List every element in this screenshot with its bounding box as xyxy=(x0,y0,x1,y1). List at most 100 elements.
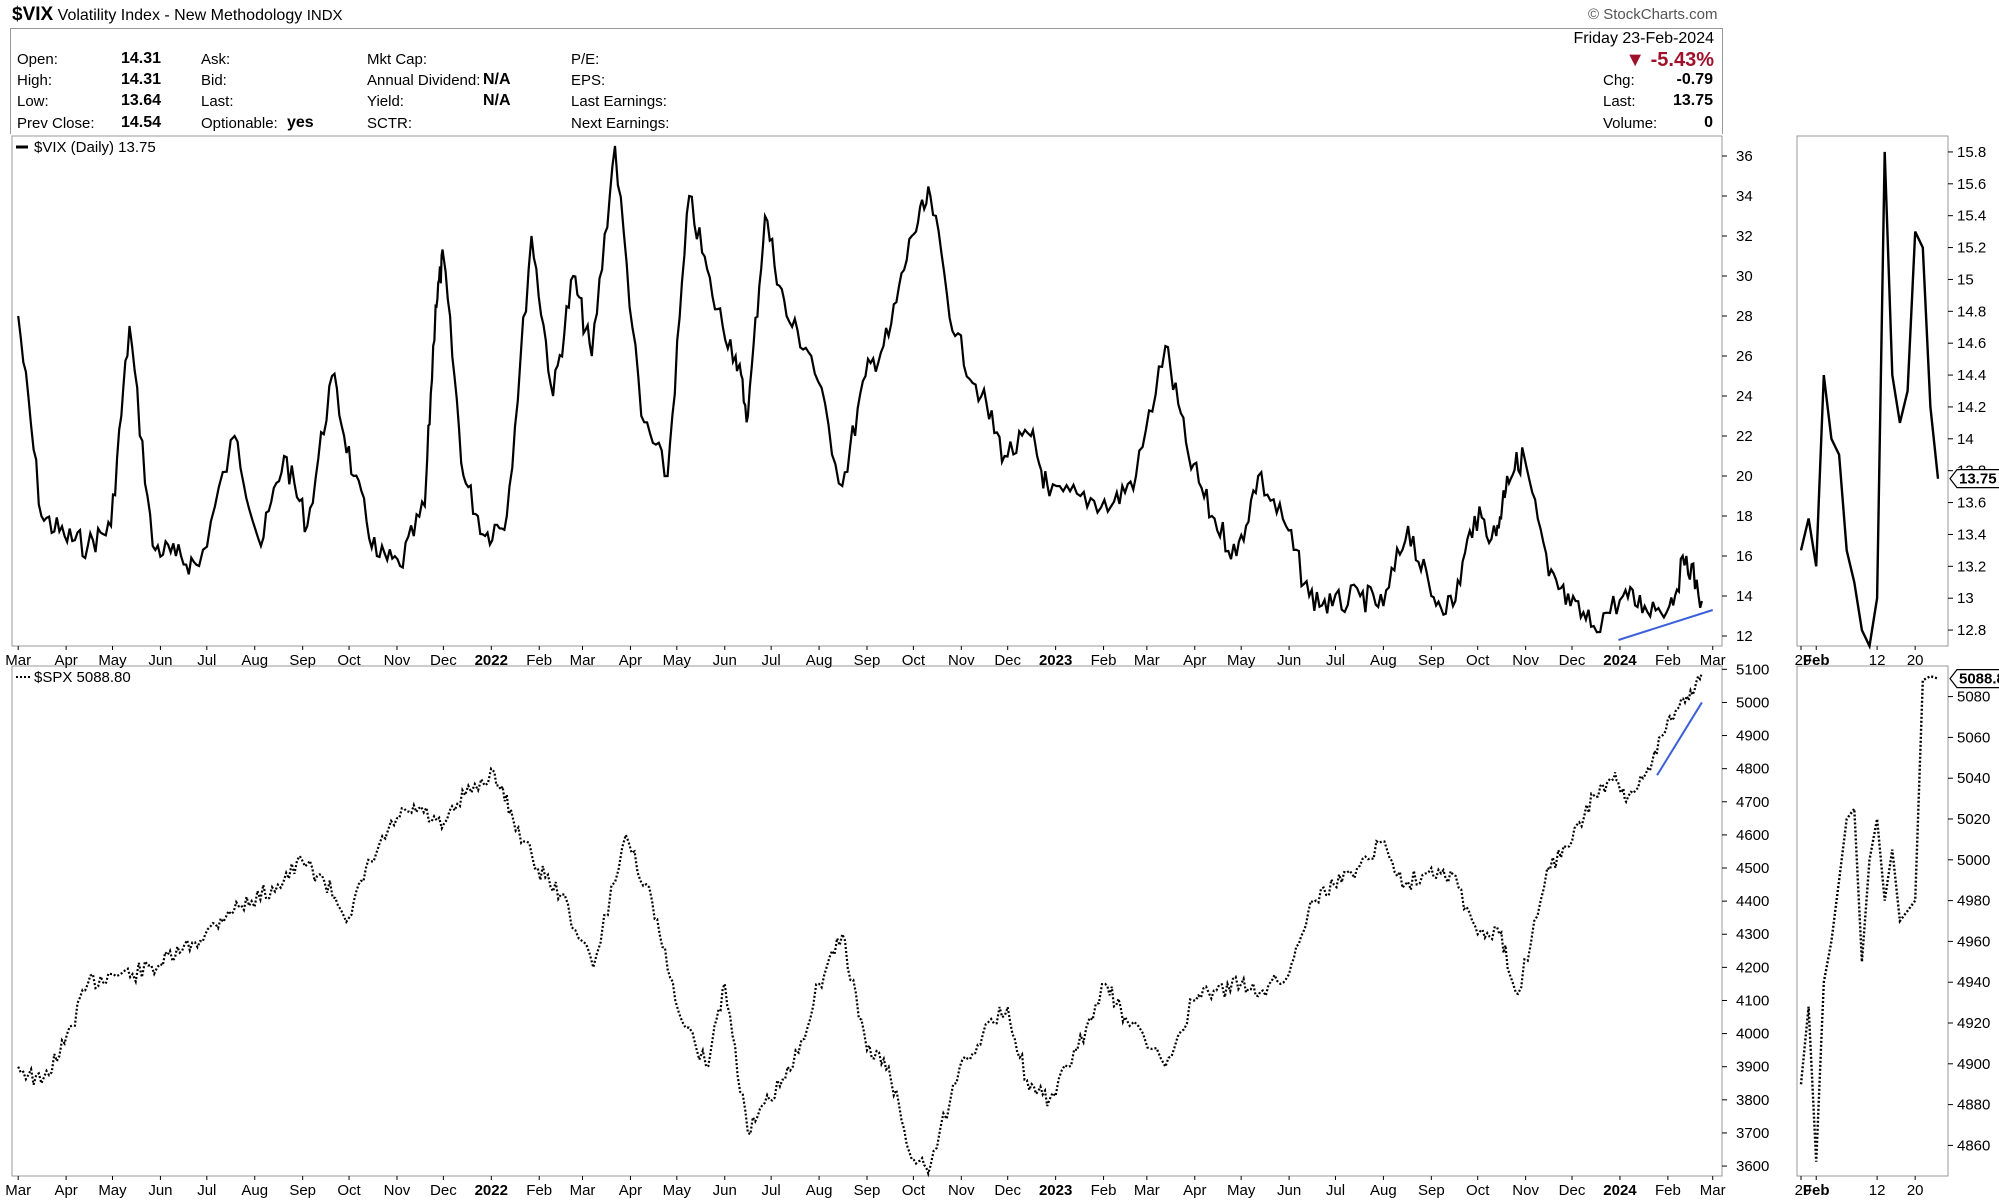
x-tick-label: May xyxy=(1227,1182,1256,1199)
y-tick-label: 4880 xyxy=(1957,1097,1990,1114)
quote-date: Friday 23-Feb-2024 xyxy=(1573,30,1714,47)
panel-frame-bottom-zoom xyxy=(1796,665,1949,1177)
chg-value: -0.79 xyxy=(1676,71,1713,88)
right-last-value: 13.75 xyxy=(1672,92,1713,109)
y-tick-label: 18 xyxy=(1736,508,1753,525)
x-tick-label: Mar xyxy=(1134,1182,1160,1199)
x-tick-label: Jul xyxy=(197,1182,216,1199)
x-tick-label: Mar xyxy=(1700,652,1726,669)
y-tick-label: 5000 xyxy=(1957,852,1990,869)
series-line xyxy=(17,672,1703,1178)
y-tick-label: 15.2 xyxy=(1957,240,1986,257)
x-tick-label: May xyxy=(663,1182,692,1199)
x-tick-label: 2022 xyxy=(475,1182,508,1199)
y-tick-label: 15 xyxy=(1957,271,1974,288)
y-tick-label: 4920 xyxy=(1957,1015,1990,1032)
last-earnings-label: Last Earnings: xyxy=(571,93,667,110)
eps-label: EPS: xyxy=(571,72,606,89)
low-value: 13.64 xyxy=(120,92,161,109)
y-tick-label: 4860 xyxy=(1957,1137,1990,1154)
x-tick-label: Apr xyxy=(1183,652,1206,669)
x-tick-label: Jul xyxy=(197,652,216,669)
x-tick-label: Nov xyxy=(1512,1182,1539,1199)
series-line xyxy=(1799,674,1939,1162)
yield-label: Yield: xyxy=(367,93,404,110)
volume-label: Volume: xyxy=(1603,115,1658,132)
x-tick-label: 2022 xyxy=(475,652,508,669)
x-tick-label: Jun xyxy=(1277,1182,1301,1199)
x-tick-label: Feb xyxy=(526,1182,552,1199)
optionable-label: Optionable: xyxy=(201,115,278,132)
y-tick-label: 14.6 xyxy=(1957,335,1986,352)
x-tick-label: Jul xyxy=(1326,652,1345,669)
y-tick-label: 15.4 xyxy=(1957,208,1986,225)
legend-label: $VIX (Daily) 13.75 xyxy=(34,139,156,156)
y-tick-label: 13.6 xyxy=(1957,495,1986,512)
y-tick-label: 13.2 xyxy=(1957,558,1986,575)
x-tick-label: Aug xyxy=(806,1182,833,1199)
x-tick-label: Feb xyxy=(1655,1182,1681,1199)
x-tick-label: Feb xyxy=(1803,652,1830,669)
x-tick-label: Jun xyxy=(148,652,172,669)
y-tick-label: 15.8 xyxy=(1957,144,1986,161)
legend: $VIX (Daily) 13.75 xyxy=(16,139,156,156)
x-tick-label: Jun xyxy=(713,1182,737,1199)
y-tick-label: 13 xyxy=(1957,590,1974,607)
x-tick-label: 12 xyxy=(1869,1182,1886,1199)
x-tick-label: Mar xyxy=(1700,1182,1726,1199)
quote-panel: Open: 14.31 High: 14.31 Low: 13.64 Prev … xyxy=(10,28,1723,134)
x-tick-label: Sep xyxy=(854,652,881,669)
x-tick-label: 20 xyxy=(1907,652,1924,669)
y-tick-label: 14.4 xyxy=(1957,367,1986,384)
high-label: High: xyxy=(17,72,53,89)
last-value-label: 13.75 xyxy=(1959,471,1997,488)
x-tick-label: Dec xyxy=(994,1182,1021,1199)
x-tick-label: Mar xyxy=(570,652,596,669)
next-earnings-label: Next Earnings: xyxy=(571,115,670,132)
y-tick-label: 4940 xyxy=(1957,974,1990,991)
chart-top-zoom: 12.81313.213.413.613.81414.214.414.614.8… xyxy=(1795,144,1999,669)
x-tick-label: Apr xyxy=(619,1182,642,1199)
percent-change: ▼ -5.43% xyxy=(1625,49,1714,72)
x-tick-label: Nov xyxy=(384,652,411,669)
x-tick-label: Feb xyxy=(1091,1182,1117,1199)
prev-close-value: 14.54 xyxy=(120,114,161,131)
y-tick-label: 4800 xyxy=(1736,761,1769,778)
last-value-label: 5088.8 xyxy=(1959,671,1999,688)
x-tick-label: Mar xyxy=(570,1182,596,1199)
y-tick-label: 12.8 xyxy=(1957,622,1986,639)
y-tick-label: 4980 xyxy=(1957,893,1990,910)
y-tick-label: 26 xyxy=(1736,348,1753,365)
y-tick-label: 4100 xyxy=(1736,992,1769,1009)
x-tick-label: Nov xyxy=(948,1182,975,1199)
brand-label: StockCharts.com xyxy=(1603,6,1718,23)
brand[interactable]: © StockCharts.com xyxy=(1588,6,1717,23)
x-tick-label: Aug xyxy=(1370,1182,1397,1199)
x-tick-label: Nov xyxy=(948,652,975,669)
mkt-cap-label: Mkt Cap: xyxy=(367,51,428,68)
y-tick-label: 15.6 xyxy=(1957,176,1986,193)
x-tick-label: 12 xyxy=(1869,652,1886,669)
high-value: 14.31 xyxy=(120,71,161,88)
x-tick-label: Oct xyxy=(1466,652,1490,669)
y-tick-label: 22 xyxy=(1736,428,1753,445)
series-line xyxy=(1799,151,1940,650)
trendline xyxy=(1656,701,1703,776)
last-label: Last: xyxy=(201,93,234,110)
x-tick-label: Feb xyxy=(1655,652,1681,669)
x-tick-label: 2023 xyxy=(1039,652,1072,669)
legend: $SPX 5088.80 xyxy=(16,669,131,686)
x-tick-label: Dec xyxy=(430,652,457,669)
ask-label: Ask: xyxy=(201,51,231,68)
y-tick-label: 12 xyxy=(1736,628,1753,645)
prev-close-label: Prev Close: xyxy=(17,115,95,132)
percent-change-value: -5.43% xyxy=(1650,49,1714,71)
pe-label: P/E: xyxy=(571,51,600,68)
y-tick-label: 24 xyxy=(1736,388,1753,405)
y-tick-label: 4900 xyxy=(1736,728,1769,745)
y-tick-label: 34 xyxy=(1736,188,1753,205)
x-tick-label: Jul xyxy=(762,1182,781,1199)
x-tick-label: Jul xyxy=(1326,1182,1345,1199)
